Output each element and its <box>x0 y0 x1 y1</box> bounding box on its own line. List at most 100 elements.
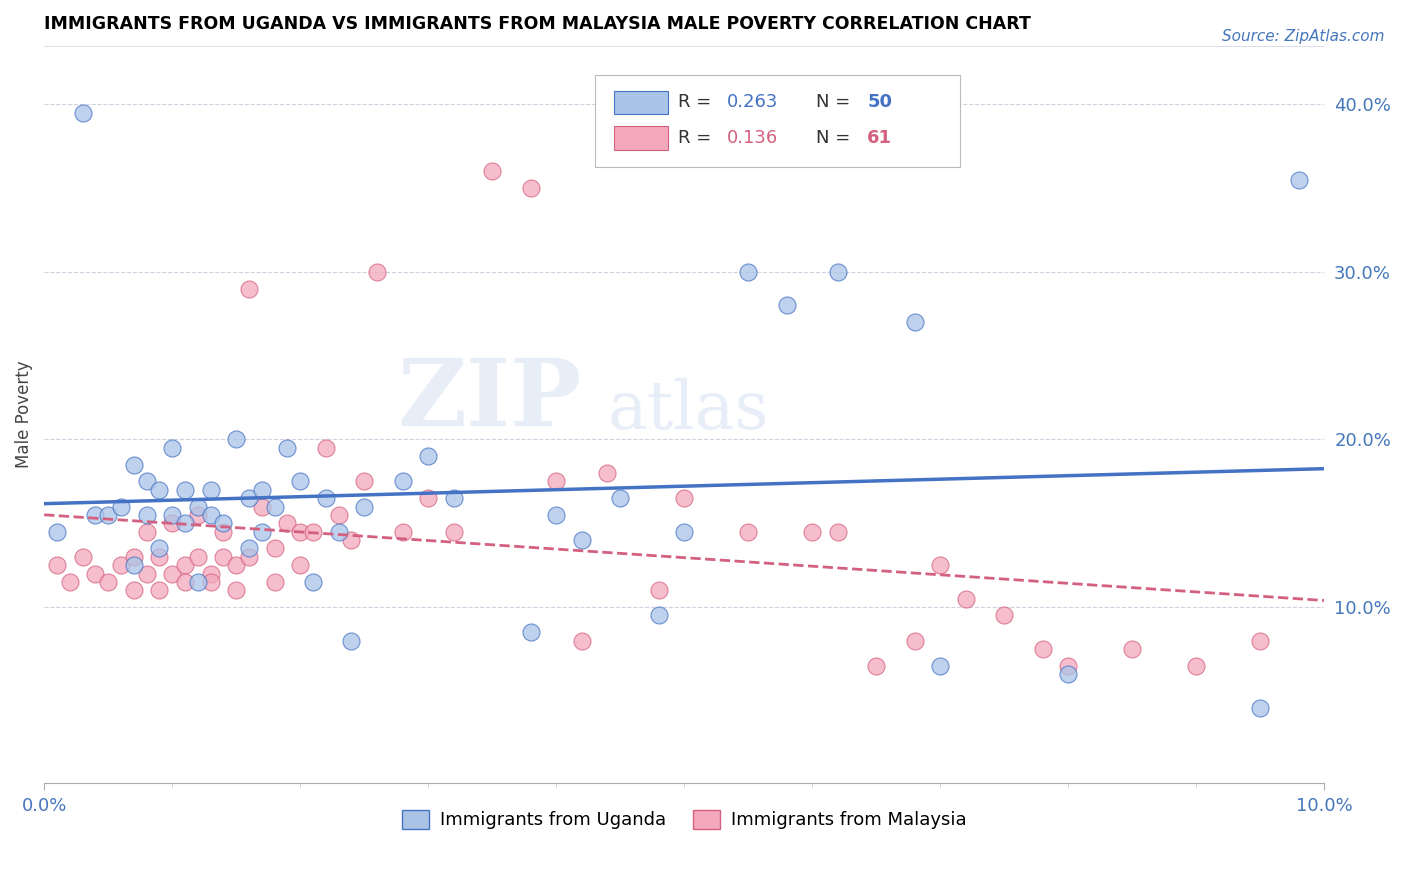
Point <box>596 466 619 480</box>
Point <box>546 475 568 489</box>
Point <box>929 558 952 573</box>
Point <box>288 475 311 489</box>
Point <box>212 516 235 531</box>
Point <box>340 533 363 547</box>
Point <box>904 633 927 648</box>
Point <box>737 524 759 539</box>
Point <box>865 658 887 673</box>
Point <box>160 508 183 522</box>
Point <box>340 633 363 648</box>
Point <box>366 265 388 279</box>
Point <box>122 558 145 573</box>
Point <box>904 315 927 329</box>
Point <box>72 549 94 564</box>
Point <box>59 574 82 589</box>
Point <box>238 549 260 564</box>
Point <box>801 524 824 539</box>
Point <box>519 625 541 640</box>
Text: IMMIGRANTS FROM UGANDA VS IMMIGRANTS FROM MALAYSIA MALE POVERTY CORRELATION CHAR: IMMIGRANTS FROM UGANDA VS IMMIGRANTS FRO… <box>44 15 1031 33</box>
Point <box>148 583 170 598</box>
Point <box>187 574 209 589</box>
Point <box>1249 700 1271 714</box>
Point <box>443 524 465 539</box>
Point <box>200 566 222 581</box>
Point <box>647 583 669 598</box>
Point <box>1057 667 1080 681</box>
Point <box>1032 642 1054 657</box>
Point <box>776 298 799 312</box>
Point <box>353 500 375 514</box>
Point <box>276 516 298 531</box>
Point <box>302 574 325 589</box>
Point <box>45 558 67 573</box>
FancyBboxPatch shape <box>614 126 668 150</box>
Point <box>187 500 209 514</box>
Point <box>200 574 222 589</box>
Point <box>238 541 260 556</box>
Point <box>571 533 593 547</box>
Point <box>122 583 145 598</box>
Point <box>174 558 197 573</box>
Point <box>481 164 503 178</box>
Point <box>391 475 413 489</box>
Point <box>84 566 107 581</box>
Point <box>160 566 183 581</box>
Point <box>418 491 440 505</box>
Point <box>160 441 183 455</box>
Point <box>148 541 170 556</box>
Point <box>391 524 413 539</box>
Point <box>225 558 247 573</box>
Y-axis label: Male Poverty: Male Poverty <box>15 360 32 468</box>
Point <box>97 508 120 522</box>
Point <box>1288 172 1310 186</box>
Point <box>993 608 1015 623</box>
Text: N =: N = <box>815 94 856 112</box>
Point <box>571 633 593 648</box>
Point <box>122 458 145 472</box>
Point <box>122 549 145 564</box>
Text: Source: ZipAtlas.com: Source: ZipAtlas.com <box>1222 29 1385 44</box>
Text: ZIP: ZIP <box>398 355 582 444</box>
Point <box>315 441 337 455</box>
Point <box>288 558 311 573</box>
Text: R =: R = <box>678 94 717 112</box>
Point <box>110 558 132 573</box>
Point <box>148 549 170 564</box>
Point <box>1185 658 1208 673</box>
Point <box>328 508 350 522</box>
Point <box>135 524 157 539</box>
Point <box>225 433 247 447</box>
Point <box>160 516 183 531</box>
Legend: Immigrants from Uganda, Immigrants from Malaysia: Immigrants from Uganda, Immigrants from … <box>395 803 974 837</box>
Point <box>1057 658 1080 673</box>
Point <box>1249 633 1271 648</box>
Point <box>238 491 260 505</box>
Point <box>110 500 132 514</box>
Point <box>84 508 107 522</box>
Point <box>955 591 977 606</box>
Point <box>673 524 696 539</box>
Point <box>673 491 696 505</box>
Text: 50: 50 <box>868 94 893 112</box>
Point <box>288 524 311 539</box>
Point <box>200 508 222 522</box>
Point <box>546 508 568 522</box>
Point <box>187 549 209 564</box>
Point <box>250 524 273 539</box>
Point <box>1121 642 1143 657</box>
Point <box>200 483 222 497</box>
Text: N =: N = <box>815 128 856 147</box>
Point <box>174 574 197 589</box>
Point <box>187 508 209 522</box>
Point <box>148 483 170 497</box>
Point <box>263 574 285 589</box>
Text: 61: 61 <box>868 128 893 147</box>
Point <box>647 608 669 623</box>
Point <box>212 549 235 564</box>
Point <box>97 574 120 589</box>
Point <box>328 524 350 539</box>
Point <box>519 181 541 195</box>
Text: 0.136: 0.136 <box>727 128 778 147</box>
Text: R =: R = <box>678 128 717 147</box>
Point <box>174 483 197 497</box>
